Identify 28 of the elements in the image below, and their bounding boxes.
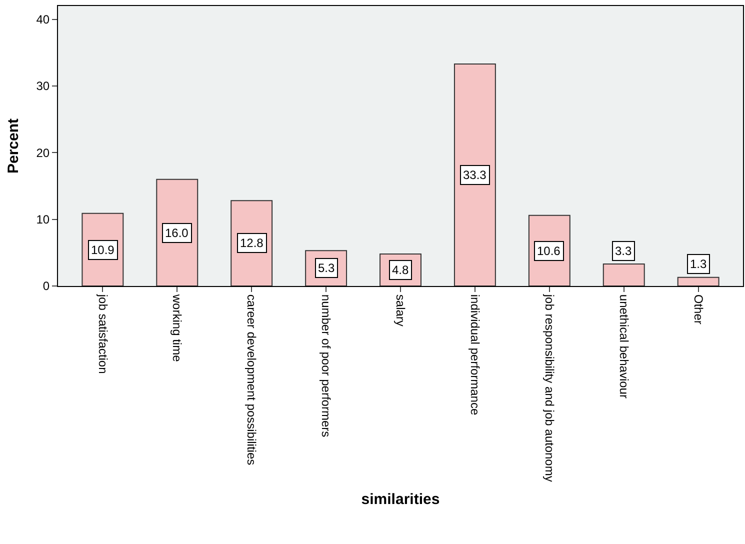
x-tick-label: working time bbox=[170, 293, 184, 362]
x-tick-label: unethical behaviour bbox=[616, 294, 631, 398]
x-tick-label: career development possibilities bbox=[244, 294, 259, 466]
x-axis-title: similarities bbox=[361, 490, 440, 508]
x-tick-label: salary bbox=[394, 294, 408, 326]
data-label: 10.9 bbox=[91, 243, 115, 257]
x-tick-label: job responsibility and job autonomy bbox=[542, 293, 557, 482]
data-label: 33.3 bbox=[463, 168, 487, 182]
bar bbox=[454, 64, 496, 286]
y-tick-label: 20 bbox=[36, 146, 50, 160]
x-tick-label: individual performance bbox=[468, 294, 482, 416]
y-axis-title: Percent bbox=[5, 118, 22, 174]
y-tick-label: 40 bbox=[36, 12, 50, 27]
y-tick-label: 0 bbox=[42, 279, 50, 294]
x-tick-label: job satisfaction bbox=[96, 293, 110, 374]
data-label: 1.3 bbox=[690, 257, 708, 271]
data-label: 10.6 bbox=[537, 244, 561, 258]
data-label: 5.3 bbox=[318, 261, 336, 275]
bar bbox=[602, 264, 645, 286]
y-tick-label: 10 bbox=[36, 212, 50, 227]
data-label: 12.8 bbox=[240, 236, 264, 250]
data-label: 16.0 bbox=[165, 226, 189, 240]
x-tick-label: number of poor performers bbox=[319, 294, 334, 438]
bar bbox=[677, 276, 720, 286]
x-tick-label: Other bbox=[691, 294, 706, 324]
data-label: 3.3 bbox=[615, 244, 632, 258]
y-tick-label: 30 bbox=[36, 79, 50, 94]
data-label: 4.8 bbox=[392, 263, 410, 277]
